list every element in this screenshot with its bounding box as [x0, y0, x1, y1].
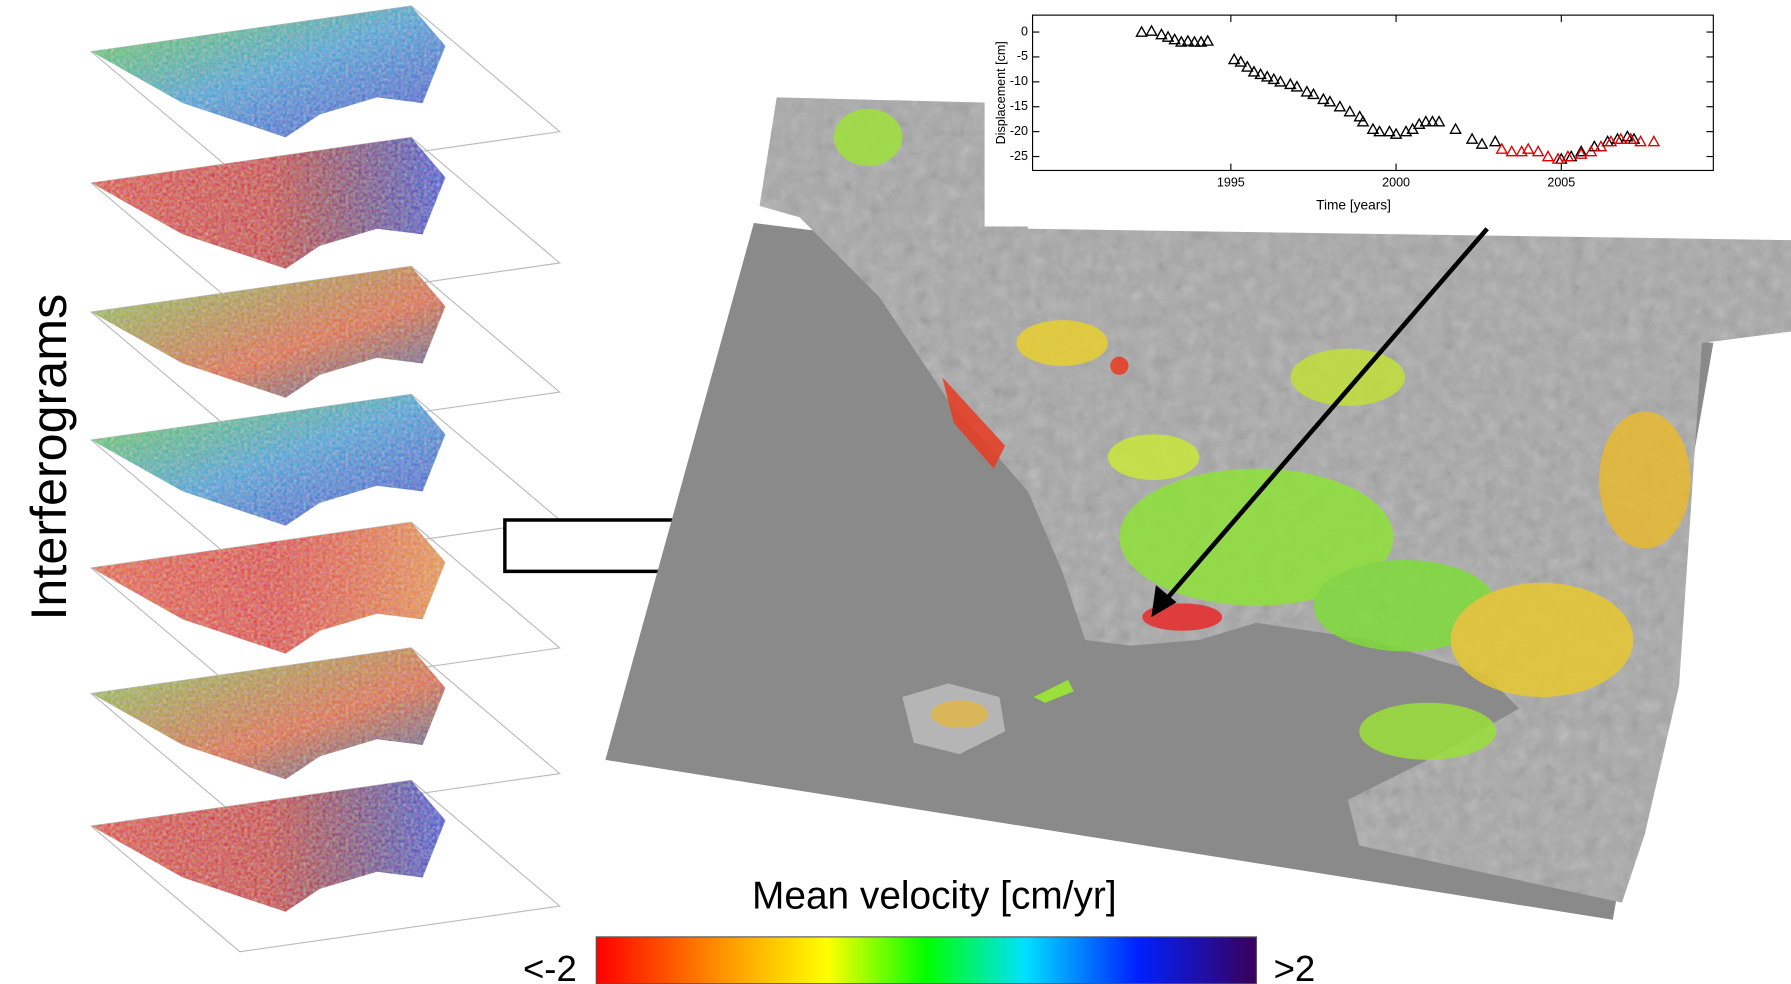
- y-axis-label: Displacement [cm]: [994, 41, 1008, 144]
- y-tick-label: -5: [1017, 49, 1028, 63]
- colorbar-min-label: <-2: [523, 948, 577, 984]
- colorbar: [596, 937, 1256, 984]
- page: Interferograms Mean velocity [cm/yr] <-2…: [0, 0, 1791, 984]
- y-tick-label: -25: [1010, 149, 1028, 163]
- y-tick-label: -15: [1010, 99, 1028, 113]
- x-axis-label: Time [years]: [1316, 197, 1391, 212]
- x-tick-label: 1995: [1217, 175, 1245, 189]
- y-tick-label: -10: [1010, 74, 1028, 88]
- stack-label: Interferograms: [21, 294, 77, 621]
- interferogram: [91, 780, 559, 951]
- colorbar-title: Mean velocity [cm/yr]: [752, 874, 1117, 917]
- interferogram-stack: [91, 6, 559, 952]
- inset-chart: Time [years] Displacement [cm] 0 -5 -10 -15…: [985, 3, 1723, 227]
- x-tick-label: 2000: [1382, 175, 1410, 189]
- figure: Interferograms Mean velocity [cm/yr] <-2…: [0, 0, 1791, 984]
- y-tick-label: 0: [1021, 24, 1028, 38]
- colorbar-max-label: >2: [1274, 948, 1316, 984]
- x-tick-label: 2005: [1547, 175, 1575, 189]
- y-tick-label: -20: [1010, 124, 1028, 138]
